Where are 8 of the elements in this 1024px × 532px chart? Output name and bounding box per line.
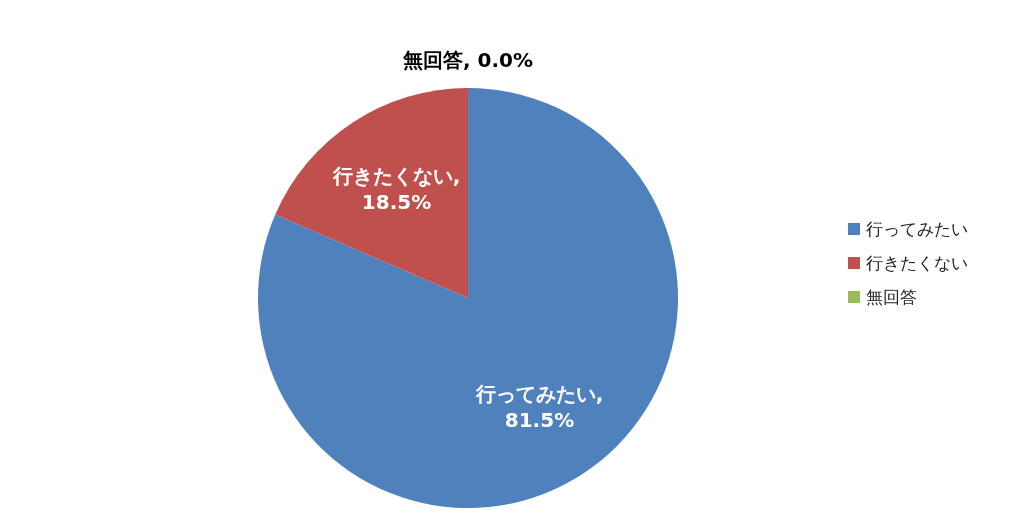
legend-label: 行きたくない [866, 251, 968, 275]
pie-slice [258, 88, 678, 508]
data-label: 行きたくない, 18.5% [331, 164, 461, 215]
legend-label: 行ってみたい [866, 217, 968, 241]
pie-slice [275, 88, 468, 298]
data-label: 行ってみたい, 81.5% [474, 381, 604, 432]
text: 無回答, 0.0% [402, 48, 534, 72]
legend-label: 無回答 [866, 285, 917, 309]
